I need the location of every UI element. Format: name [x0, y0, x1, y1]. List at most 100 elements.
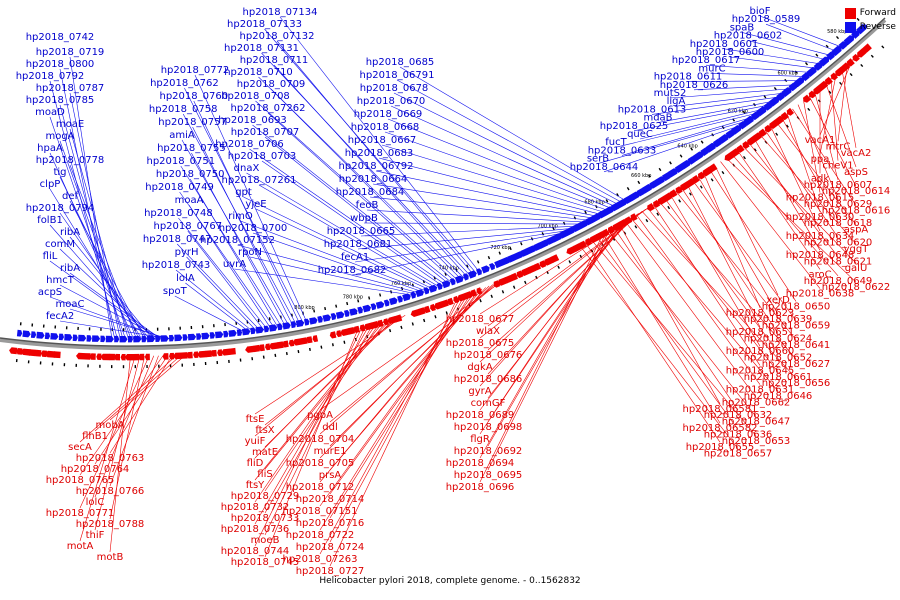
minor-tick	[291, 313, 293, 317]
forward-gene-arrow	[258, 344, 265, 352]
reverse-gene-label: hp2018_0693	[218, 115, 287, 126]
reverse-gene-label: hp2018_0669	[354, 109, 423, 120]
label-connector	[669, 88, 793, 99]
minor-tick	[881, 45, 885, 49]
forward-gene-label: hp2018_0621	[804, 257, 873, 268]
minor-tick	[400, 325, 403, 330]
forward-gene-label: hp2018_0704	[286, 434, 355, 445]
forward-gene-label: hp2018_0657	[704, 449, 773, 460]
reverse-gene-arrow	[730, 125, 742, 135]
label-connector	[246, 172, 441, 288]
minor-tick	[274, 353, 277, 358]
forward-gene-label: hp2018_0763	[76, 453, 145, 464]
forward-gene-label: ddl	[322, 422, 337, 433]
reverse-gene-label: hp2018_0685	[366, 57, 435, 68]
reverse-gene-arrow	[389, 297, 398, 306]
minor-tick	[773, 86, 777, 91]
label-connector	[675, 190, 797, 340]
label-connector	[808, 95, 857, 187]
label-connector	[479, 204, 653, 315]
reverse-gene-arrow	[44, 332, 51, 340]
minor-tick	[656, 212, 660, 216]
reverse-gene-label: hp2018_0767	[154, 221, 223, 232]
forward-gene-label: yggT	[844, 244, 870, 255]
forward-gene-label: mtrC	[826, 141, 851, 152]
forward-gene-arrow	[20, 348, 31, 356]
forward-gene-label: hp2018_0645	[726, 365, 795, 376]
forward-gene-arrow	[16, 348, 23, 355]
minor-tick	[445, 311, 448, 315]
label-connector	[185, 282, 250, 333]
label-connector	[775, 121, 857, 225]
reverse-gene-arrow	[309, 317, 318, 325]
label-connector	[360, 225, 583, 237]
label-connector	[264, 316, 402, 426]
reverse-gene-label: spoT	[163, 286, 188, 297]
forward-gene-arrow	[510, 272, 518, 281]
reverse-gene-arrow	[454, 275, 464, 284]
label-connector	[59, 176, 140, 341]
forward-gene-arrow	[803, 94, 811, 103]
forward-gene-label: secA	[68, 442, 92, 453]
reverse-gene-label: uvrA	[223, 259, 246, 270]
forward-gene-label: hp2018_0676	[454, 350, 523, 361]
forward-gene-label: hp2018_0653	[722, 436, 791, 447]
minor-tick	[658, 167, 662, 172]
label-connector	[264, 327, 359, 558]
label-connector	[188, 204, 272, 330]
minor-tick	[849, 72, 853, 77]
label-connector	[243, 196, 434, 290]
forward-gene-arrow	[245, 345, 255, 353]
label-connector	[176, 243, 261, 332]
reverse-gene-arrow	[462, 273, 469, 281]
minor-tick	[678, 199, 681, 203]
reverse-gene-label: hp2018_0750	[156, 169, 225, 180]
forward-gene-label: hp2018_0632	[704, 410, 773, 421]
label-connector	[675, 92, 788, 107]
forward-gene-arrow	[758, 128, 767, 137]
scale-tick-label: 780 kbp	[343, 295, 363, 301]
label-connector	[742, 145, 857, 264]
reverse-gene-arrow	[725, 130, 734, 139]
forward-gene-label: prsA	[319, 470, 342, 481]
label-connector	[329, 290, 479, 495]
reverse-gene-label: hp2018_07152	[200, 235, 275, 246]
label-connector	[647, 207, 779, 372]
minor-tick	[498, 251, 501, 255]
forward-gene-label: hp2018_0646	[744, 391, 813, 402]
scale-tick-label: 580 kbp	[827, 29, 847, 35]
label-connector	[819, 73, 837, 155]
label-connector	[729, 56, 818, 69]
forward-gene-arrow	[393, 314, 403, 323]
label-connector	[765, 23, 838, 52]
reverse-gene-label: rpoN	[238, 247, 262, 258]
label-connector	[819, 59, 854, 136]
reverse-gene-label: hp2018_0794	[26, 203, 95, 214]
forward-gene-arrow	[282, 340, 289, 348]
forward-gene-arrow	[692, 175, 700, 184]
forward-gene-arrow	[463, 291, 473, 300]
forward-gene-label: hp2018_0662	[722, 397, 791, 408]
forward-gene-arrow	[585, 237, 593, 246]
forward-gene-label: aroC	[808, 269, 831, 280]
label-connector	[747, 40, 828, 61]
label-connector	[630, 217, 779, 392]
label-connector	[254, 321, 384, 481]
label-connector	[264, 136, 450, 285]
reverse-gene-label: hp2018_0787	[36, 83, 105, 94]
reverse-gene-label: hp2018_06792	[339, 161, 414, 172]
reverse-gene-label: hp2018_0681	[324, 239, 393, 250]
reverse-gene-arrow	[133, 335, 142, 343]
label-connectors	[49, 15, 857, 567]
forward-gene-arrow	[370, 321, 379, 329]
forward-gene-arrow	[533, 262, 542, 271]
reverse-gene-arrow	[481, 265, 490, 274]
forward-gene-arrow	[862, 43, 872, 53]
reverse-gene-label: hp2018_0589	[732, 14, 801, 25]
reverse-gene-arrow	[357, 306, 363, 314]
forward-gene-label: hp2018_0623	[726, 308, 795, 319]
label-connector	[741, 32, 833, 57]
label-connector	[252, 232, 425, 293]
label-connector	[378, 157, 604, 216]
forward-gene-arrow	[100, 353, 110, 361]
